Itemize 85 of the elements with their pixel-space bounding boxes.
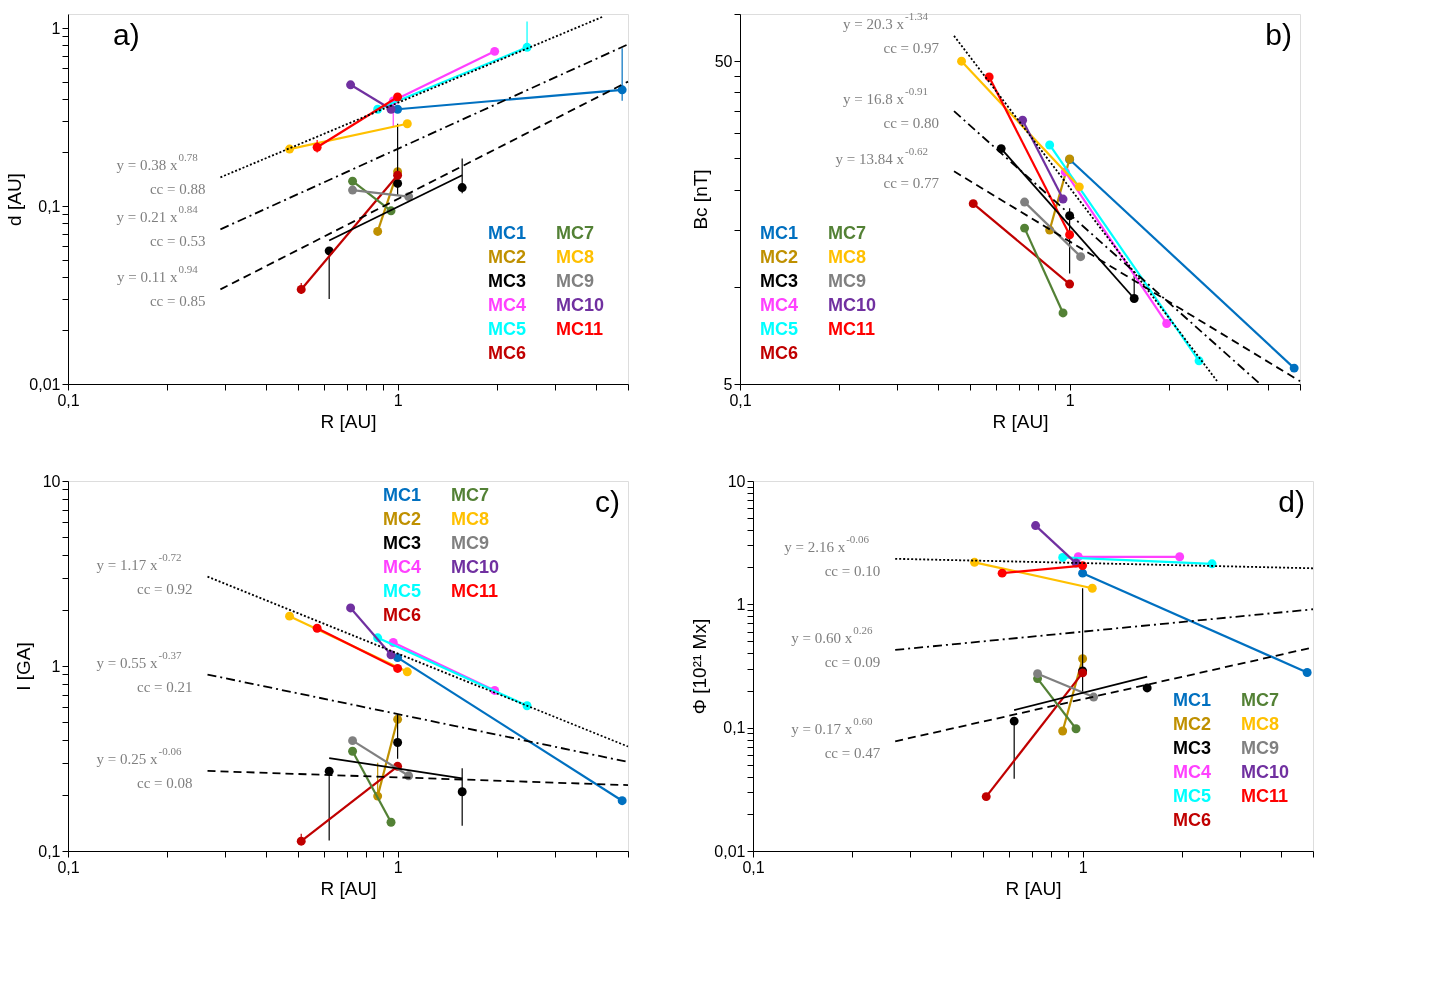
text: MC9 [556, 271, 595, 291]
text: MC6 [1173, 810, 1212, 830]
y-tick-label: 10 [42, 472, 61, 490]
text: MC11 [451, 581, 499, 601]
y-axis-title: I [GA] [13, 642, 35, 691]
text: MC9 [1241, 738, 1280, 758]
x-tick-label: 0,1 [742, 858, 765, 876]
y-tick-label: 0,1 [38, 842, 61, 860]
text: MC4 [488, 295, 527, 315]
text: MC8 [1241, 714, 1280, 734]
text: MC5 [488, 319, 527, 339]
chart-title: b) [1265, 18, 1292, 51]
annotation: cc = 0.77 [883, 175, 940, 192]
x-tick-label: 1 [1065, 391, 1075, 409]
x-tick-label: 1 [1078, 858, 1088, 876]
x-tick-label: 1 [393, 391, 403, 409]
annotation: cc = 0.21 [136, 678, 193, 695]
text: MC10 [451, 557, 500, 577]
y-tick-label: 0,1 [38, 197, 61, 215]
text: MC2 [1173, 714, 1212, 734]
y-tick-label: 0,1 [723, 719, 746, 737]
text: MC4 [383, 557, 422, 577]
text: MC1 [488, 223, 527, 243]
annotation: cc = 0.47 [824, 745, 881, 762]
x-axis-title: R [AU] [992, 410, 1049, 432]
annotation: cc = 0.88 [149, 181, 206, 198]
y-axis-title: Φ [10²¹ Mx] [689, 618, 711, 715]
annotation: cc = 0.97 [883, 39, 940, 56]
text: MC6 [488, 343, 527, 363]
y-tick-label: 0,01 [714, 842, 746, 860]
text: MC10 [828, 295, 877, 315]
text: MC5 [1173, 786, 1212, 806]
text: MC1 [383, 485, 422, 505]
text: MC6 [383, 605, 422, 625]
text: MC7 [828, 223, 867, 243]
x-tick-label: 1 [393, 858, 403, 876]
text: MC8 [828, 247, 867, 267]
text: MC5 [760, 319, 799, 339]
text: MC7 [556, 223, 595, 243]
text: MC6 [760, 343, 799, 363]
text: MC11 [556, 319, 604, 339]
annotation: cc = 0.08 [136, 774, 193, 791]
x-axis-title: R [AU] [320, 877, 377, 899]
y-tick-label: 1 [51, 19, 61, 37]
y-axis-title: d [AU] [4, 173, 26, 226]
text: MC2 [760, 247, 799, 267]
text: MC7 [451, 485, 490, 505]
series-label: MC5 [383, 581, 422, 601]
text: MC3 [383, 533, 422, 553]
text: MC3 [1173, 738, 1212, 758]
y-tick-label: 50 [714, 52, 733, 70]
annotation: cc = 0.53 [149, 233, 206, 250]
annotation: cc = 0.80 [883, 115, 940, 132]
text: MC3 [760, 271, 799, 291]
text: MC3 [488, 271, 527, 291]
y-tick-label: 0,01 [29, 375, 61, 393]
chart-title: d) [1278, 485, 1305, 518]
y-tick-label: 1 [51, 657, 61, 675]
text: MC10 [556, 295, 605, 315]
text: MC9 [451, 533, 490, 553]
text: MC4 [1173, 762, 1212, 782]
y-axis-title: Bc [nT] [689, 169, 711, 230]
x-axis-title: R [AU] [1005, 877, 1062, 899]
y-tick-label: 10 [727, 472, 746, 490]
annotation: cc = 0.85 [149, 293, 206, 310]
text: MC2 [383, 509, 422, 529]
text: MC8 [556, 247, 595, 267]
text: MC2 [488, 247, 527, 267]
annotation: cc = 0.92 [136, 580, 193, 597]
chart-title: a) [113, 18, 140, 51]
chart-title: c) [595, 485, 620, 518]
x-axis-title: R [AU] [320, 410, 377, 432]
text: MC4 [760, 295, 799, 315]
text: MC11 [1241, 786, 1289, 806]
y-tick-label: 5 [723, 375, 733, 393]
text: MC1 [1173, 690, 1212, 710]
text: MC10 [1241, 762, 1290, 782]
y-tick-label: 1 [736, 595, 746, 613]
text: MC11 [828, 319, 876, 339]
annotation: cc = 0.10 [824, 562, 881, 579]
text: MC7 [1241, 690, 1280, 710]
text: MC8 [451, 509, 490, 529]
text: MC9 [828, 271, 867, 291]
text: MC1 [760, 223, 799, 243]
annotation: cc = 0.09 [824, 653, 881, 670]
